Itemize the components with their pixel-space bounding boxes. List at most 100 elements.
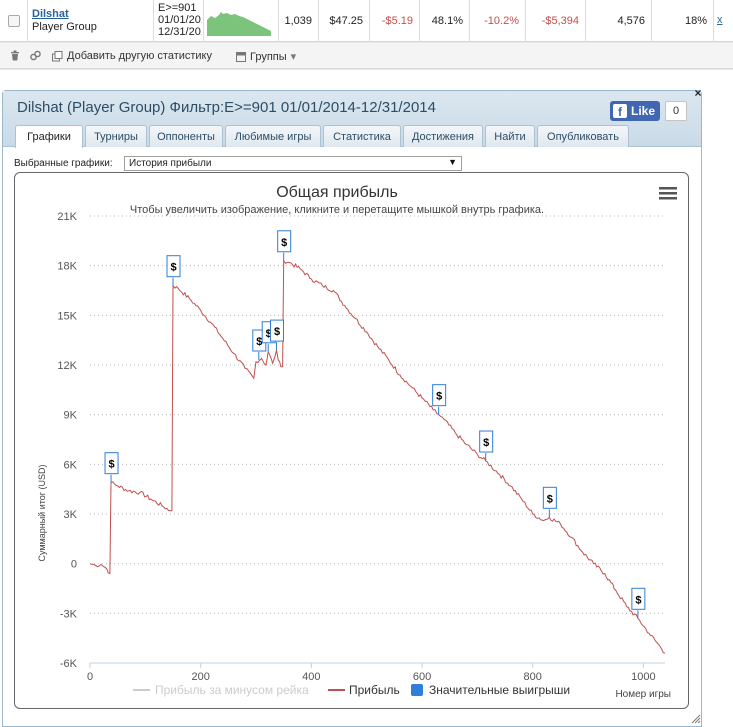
big-win-label: $	[170, 262, 176, 274]
legend-item-net-of-rake[interactable]: Прибыль за минусом рейка	[133, 683, 309, 697]
player-dialog: Dilshat (Player Group) Фильтр:E>=901 01/…	[2, 86, 702, 727]
stat-avg-profit: -$5.19	[370, 0, 420, 42]
stat-roi: -10.2%	[470, 0, 526, 42]
chart-title: Общая прибыль	[276, 184, 398, 201]
y-tick-label: 3K	[64, 509, 78, 521]
tab-statistics[interactable]: Статистика	[323, 125, 401, 147]
trash-icon[interactable]	[10, 50, 20, 61]
big-win-flags: $$$$ $$$$$$	[104, 230, 646, 619]
big-win-flag[interactable]: $	[166, 255, 181, 286]
filter-cell	[154, 0, 204, 42]
dropdown-arrow-icon: ▼	[448, 157, 457, 167]
big-win-label: $	[547, 493, 553, 505]
y-tick-label: 18K	[57, 261, 77, 273]
row-checkbox[interactable]	[8, 15, 20, 27]
chart-menu-icon[interactable]	[659, 187, 677, 200]
checkbox-cell	[0, 0, 28, 42]
chart-select-label: Выбранные графики:	[14, 158, 113, 169]
y-axis-title: Суммарный итог (USD)	[37, 464, 47, 561]
y-tick-label: -3K	[60, 608, 78, 620]
like-count: 0	[665, 101, 687, 121]
series-line-profit	[89, 259, 666, 654]
big-win-label: $	[108, 459, 114, 471]
big-win-flag[interactable]: $	[432, 384, 447, 415]
facebook-like-button[interactable]: f Like	[610, 101, 660, 121]
stat-ability: 4,576	[586, 0, 652, 42]
tab-charts[interactable]: Графики	[15, 125, 83, 148]
groups-label: Группы	[250, 50, 287, 63]
y-tick-label: 15K	[57, 310, 77, 322]
big-win-label: $	[274, 326, 280, 338]
big-win-label: $	[483, 437, 489, 449]
caret-down-icon: ▾	[290, 51, 297, 63]
link-icon[interactable]	[30, 50, 41, 61]
player-name-link[interactable]: Dilshat	[32, 8, 69, 20]
big-win-label: $	[256, 336, 262, 348]
tab-favorite-games[interactable]: Любимые игры	[225, 125, 321, 147]
groups-dropdown[interactable]: Группы ▾	[236, 50, 296, 63]
x-tick-label: 0	[87, 671, 93, 683]
tab-tournaments[interactable]: Турниры	[85, 125, 147, 147]
legend-item-big-wins[interactable]: Значительные выигрыши	[411, 683, 570, 697]
stat-itm: 48.1%	[420, 0, 470, 42]
big-win-flag[interactable]: $	[631, 587, 646, 619]
x-tick-label: 600	[413, 671, 431, 683]
sparkline-cell	[204, 0, 279, 42]
chart-subtitle: Чтобы увеличить изображение, кликните и …	[130, 204, 544, 216]
stat-percent: 18%	[652, 0, 714, 42]
y-tick-label: 12K	[57, 360, 77, 372]
groups-icon	[236, 51, 246, 62]
stat-total-profit: -$5,394	[526, 0, 586, 42]
filter-line: 01/01/2014	[158, 14, 202, 26]
profit-chart[interactable]: -6K -3K 0 3K 6K 9K 12K 15K 18K 21K 0 200 400 600 800 1…	[15, 173, 689, 709]
stat-games: 1,039	[279, 0, 319, 42]
tab-publish[interactable]: Опубликовать	[537, 125, 629, 147]
chart-container[interactable]: -6K -3K 0 3K 6K 9K 12K 15K 18K 21K 0 200 400 600 800 1…	[14, 172, 689, 709]
x-axis-title: Номер игры	[615, 689, 671, 700]
big-win-flag[interactable]: $	[479, 430, 494, 462]
resize-grip-icon[interactable]	[691, 714, 701, 724]
dialog-title: Dilshat (Player Group) Фильтр:E>=901 01/…	[17, 99, 436, 116]
legend-label: Значительные выигрыши	[429, 683, 570, 697]
add-stat-icon	[52, 50, 63, 61]
legend-label: Прибыль за минусом рейка	[155, 683, 309, 697]
player-cell	[28, 0, 154, 42]
dialog-close-button[interactable]: ×	[694, 86, 702, 100]
big-win-label: $	[436, 391, 442, 403]
x-tick-label: 1000	[631, 671, 655, 683]
stats-area: Dilshat Player Group E>=901 01/01/2014 1…	[0, 0, 733, 70]
big-win-flag[interactable]: $	[104, 452, 119, 483]
stats-table-row: Dilshat Player Group E>=901 01/01/2014 1…	[0, 0, 733, 42]
filter-line: 12/31/2014	[158, 26, 202, 38]
like-label: Like	[631, 104, 656, 118]
profit-sparkline	[207, 12, 271, 36]
big-win-label: $	[281, 237, 287, 249]
legend-item-profit[interactable]: Прибыль	[328, 683, 400, 697]
x-tick-label: 800	[524, 671, 542, 683]
x-tick-label: 200	[192, 671, 210, 683]
chart-select[interactable]: История прибыли ▼	[124, 156, 462, 171]
tab-find[interactable]: Найти	[485, 125, 535, 147]
y-tick-label: -6K	[60, 658, 78, 670]
facebook-icon: f	[613, 104, 627, 118]
filter-line: E>=901	[158, 2, 197, 14]
add-stat-label: Добавить другую статистику	[67, 50, 212, 62]
tab-achievements[interactable]: Достижения	[403, 125, 483, 147]
stat-avg-buyin: $47.25	[319, 0, 370, 42]
x-tick-label: 400	[302, 671, 320, 683]
big-win-label: $	[635, 594, 641, 606]
remove-row-link[interactable]: x	[717, 14, 723, 26]
big-win-flag[interactable]: $	[277, 230, 292, 261]
big-win-flag[interactable]: $	[270, 319, 285, 351]
add-stat-button[interactable]: Добавить другую статистику	[52, 50, 212, 62]
y-axis-ticks: -6K -3K 0 3K 6K 9K 12K 15K 18K 21K	[57, 211, 77, 670]
dialog-header: Dilshat (Player Group) Фильтр:E>=901 01/…	[3, 91, 701, 148]
stats-toolbar: Добавить другую статистику Группы ▾	[0, 43, 733, 69]
chart-select-value: История прибыли	[129, 158, 212, 169]
legend-label: Прибыль	[349, 683, 400, 697]
filter-text: E>=901 01/01/2014 12/31/2014	[158, 2, 202, 40]
big-win-label: $	[266, 328, 272, 340]
tab-opponents[interactable]: Оппоненты	[149, 125, 223, 147]
y-tick-label: 6K	[64, 459, 78, 471]
big-win-flag[interactable]: $	[542, 486, 557, 518]
